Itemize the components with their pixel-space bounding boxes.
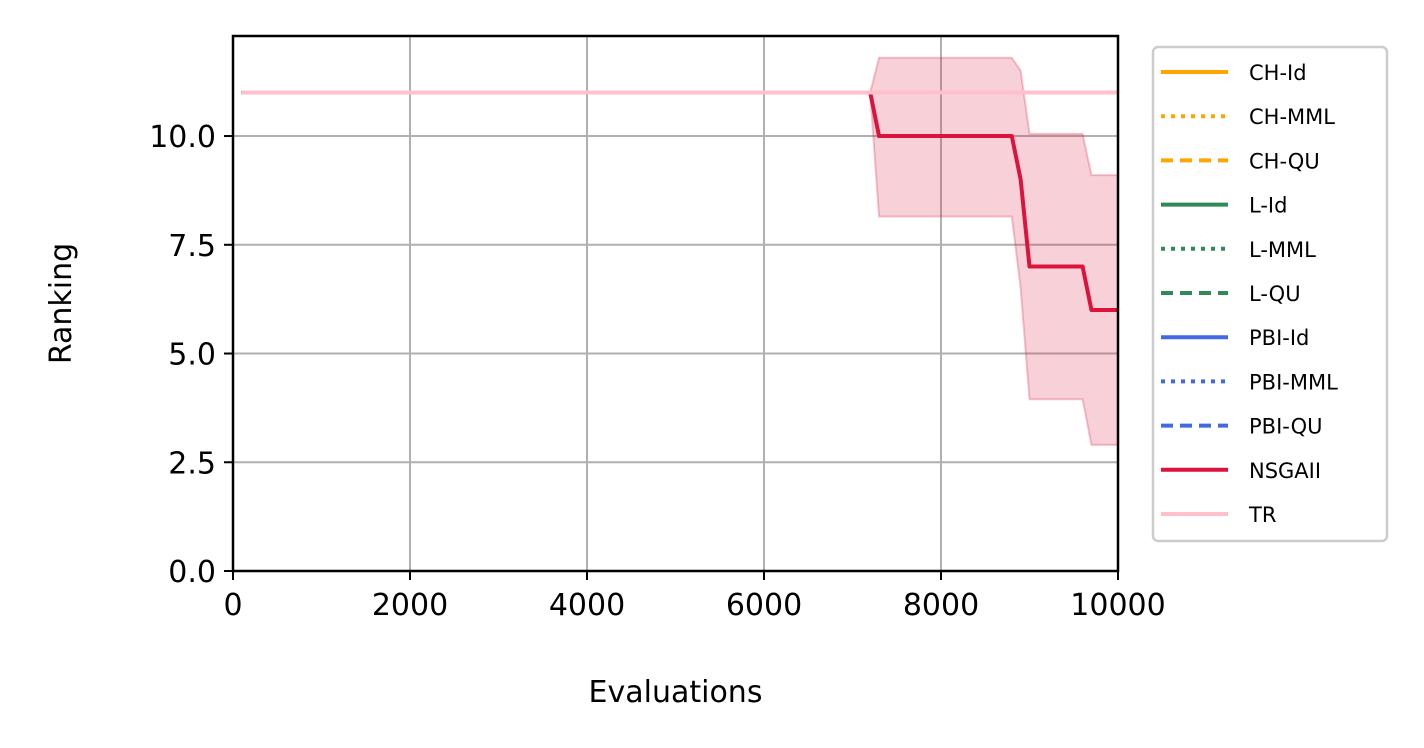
axis-ticks: 0 2000 4000 6000 8000 10000 0.0 2.5 5.0 7.5 10.0 [149,120,1166,623]
y-tick-label: 2.5 [168,446,216,481]
series-line-nsgaii [241,90,1118,313]
y-tick-label: 0.0 [168,555,216,590]
y-tick-label: 5.0 [168,338,216,373]
legend-label: L-MML [1249,238,1316,262]
legend-label: L-QU [1249,282,1301,306]
x-tick-label: 2000 [372,588,448,623]
legend-label: NSGAII [1249,459,1321,483]
x-tick-label: 4000 [549,588,625,623]
y-axis-label: Ranking [44,243,79,364]
x-tick-label: 10000 [1070,588,1165,623]
legend: CH-Id CH-MML CH-QU L-Id L-MML L-QU PBI-Id PBI-M… [1151,45,1389,543]
x-tick-label: 6000 [726,588,802,623]
x-tick-label: 0 [223,588,242,623]
y-tick-label: 7.5 [168,229,216,264]
x-axis-label: Evaluations [589,675,763,710]
legend-label: CH-MML [1249,105,1335,129]
legend-box [1151,45,1389,543]
legend-label: TR [1248,503,1276,527]
legend-label: L-Id [1249,194,1287,218]
x-tick-label: 8000 [903,588,979,623]
plot-frame [231,34,1120,573]
legend-label: PBI-Id [1249,326,1309,350]
legend-label: PBI-QU [1249,415,1323,439]
legend-label: PBI-MML [1249,370,1338,394]
legend-label: CH-QU [1249,149,1320,173]
y-tick-label: 10.0 [149,120,216,155]
legend-label: CH-Id [1249,61,1307,85]
series-lines [241,90,1118,313]
